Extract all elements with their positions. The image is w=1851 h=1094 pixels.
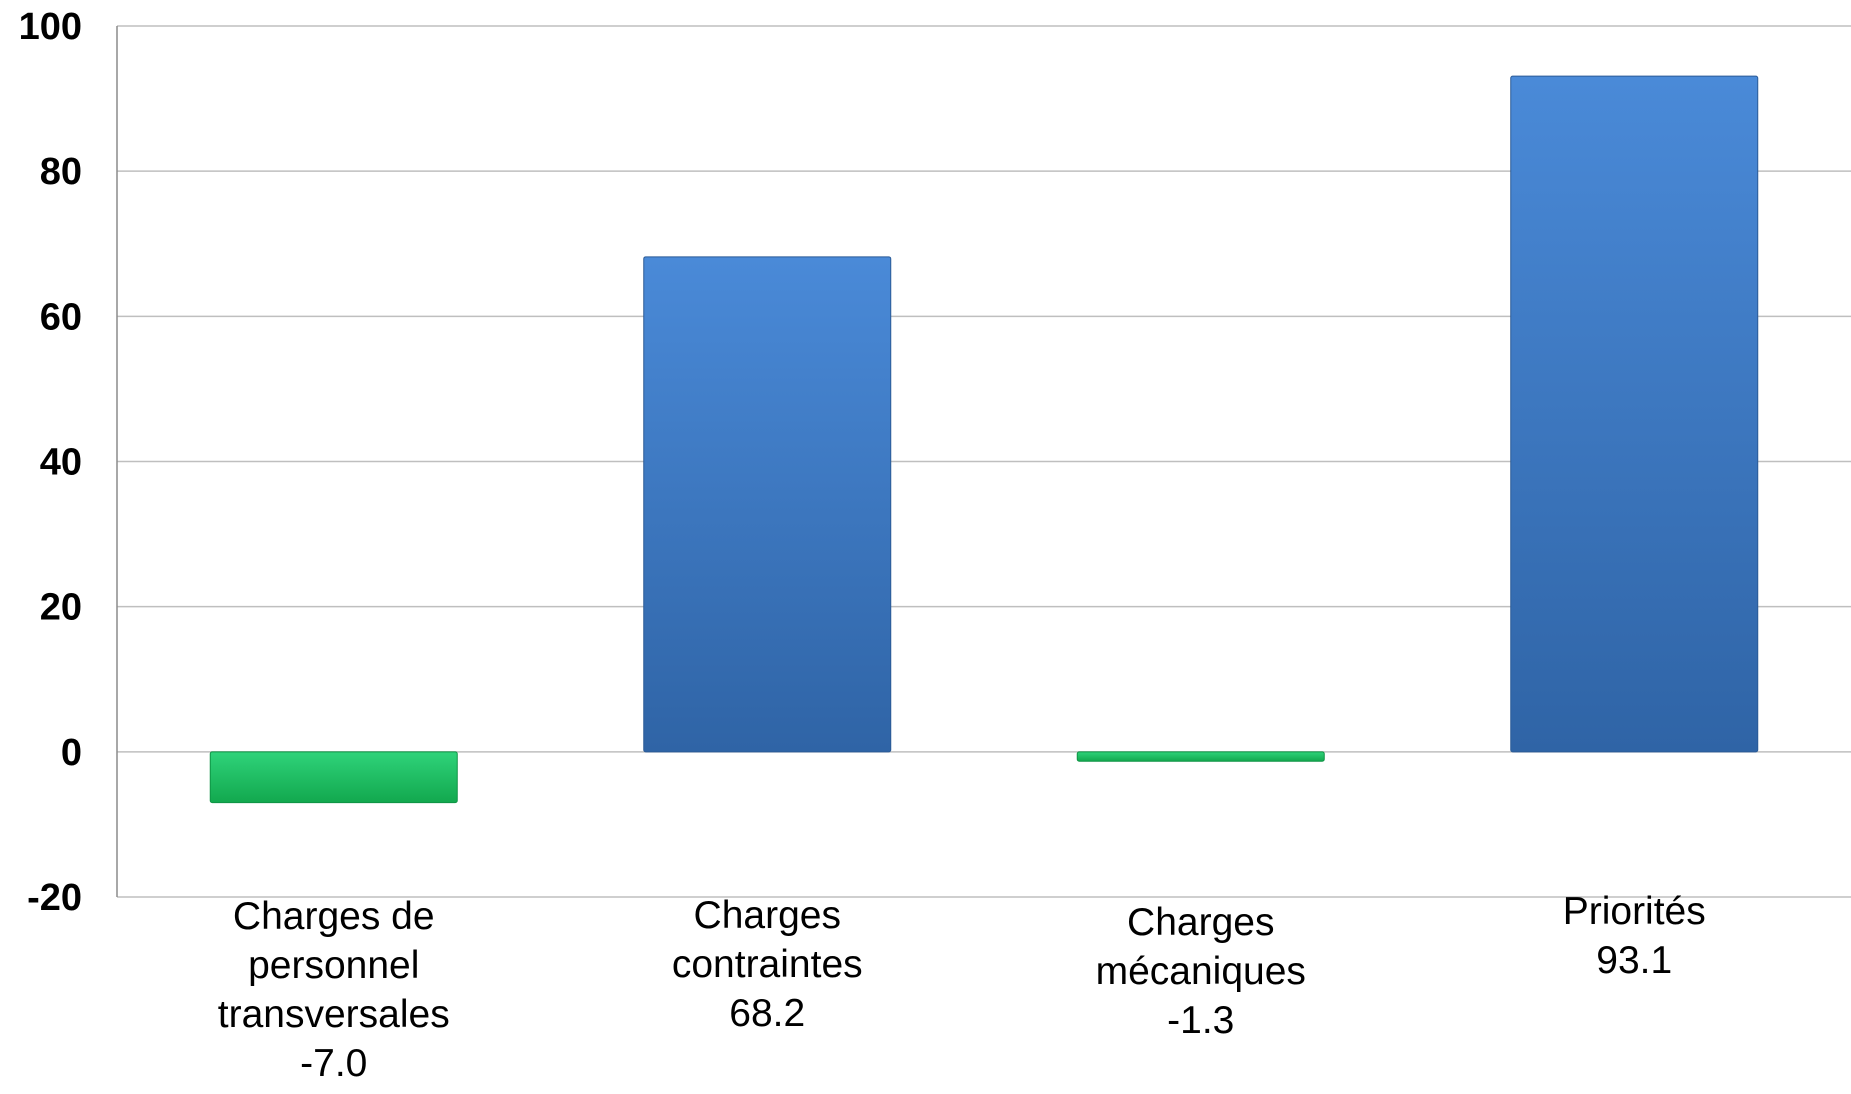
bar [209,751,458,804]
bar [1510,75,1759,753]
category-label-line: Charges [694,894,841,937]
category-label-line: personnel [248,944,419,987]
category-label-line: transversales [218,993,450,1036]
category-label: Charges contraintes 68.2 [672,894,863,1035]
bar [1076,751,1325,762]
y-tick-label: 0 [61,732,82,774]
category-label-line: Charges de [233,895,435,938]
category-label: Charges mécaniques -1.3 [1096,901,1306,1042]
bars [209,75,1759,804]
category-label: Priorités 93.1 [1563,890,1706,982]
category-label-line: Charges [1127,901,1274,944]
bar [643,256,892,753]
y-axis: 100 80 60 40 20 0 -20 [19,6,118,919]
category-label-line: Priorités [1563,890,1706,933]
data-label: 68.2 [729,992,805,1035]
data-label: -1.3 [1167,999,1234,1042]
y-tick-label: -20 [27,877,82,919]
data-label: -7.0 [300,1042,367,1085]
y-tick-label: 20 [40,587,82,629]
y-tick-label: 60 [40,296,82,338]
category-labels: Charges de personnel transversales -7.0Char… [218,890,1706,1085]
y-tick-label: 100 [19,6,82,48]
category-label-line: contraintes [672,943,863,986]
category-label-line: mécaniques [1096,950,1306,993]
y-tick-label: 80 [40,151,82,193]
data-label: 93.1 [1596,939,1672,982]
category-label: Charges de personnel transversales -7.0 [218,895,450,1085]
y-tick-label: 40 [40,442,82,484]
